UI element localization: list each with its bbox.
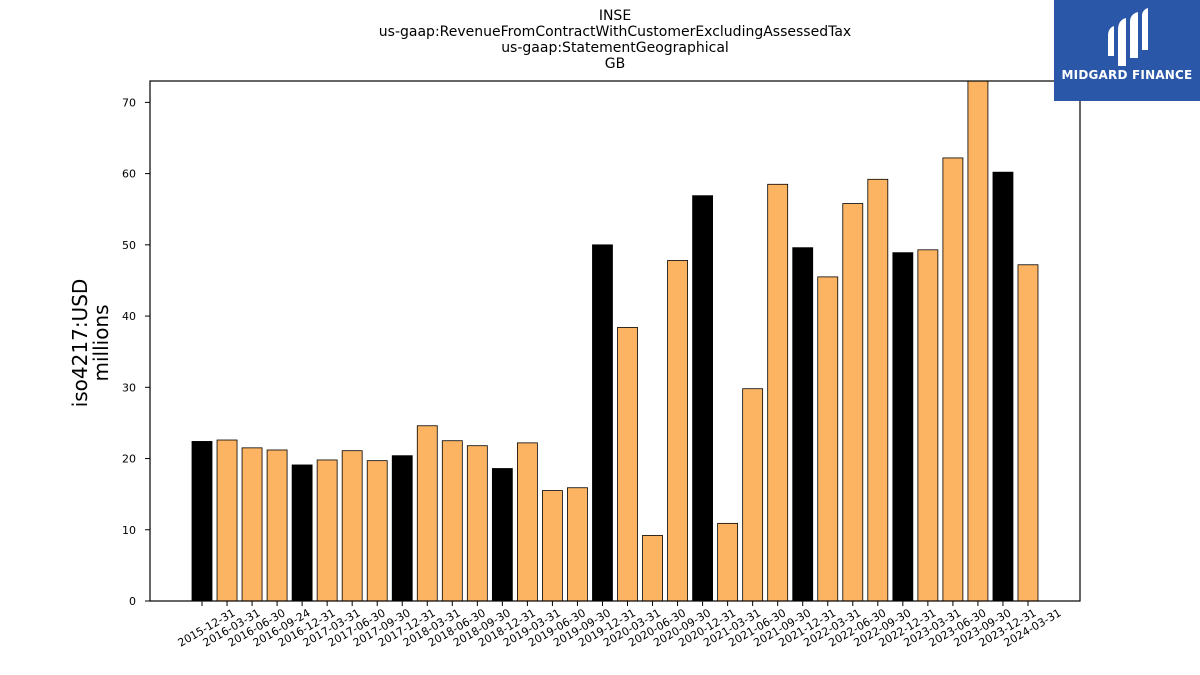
brand-logo: MIDGARD FINANCE <box>1054 0 1200 101</box>
bar-2022-09-30 <box>867 178 889 602</box>
x-axis: 2015-12-312016-03-312016-06-302016-09-24… <box>176 601 1063 650</box>
bar-2018-12-31 <box>491 468 513 602</box>
bar-2020-03-31 <box>617 327 638 602</box>
y-axis-label: iso4217:USD millions <box>68 279 113 408</box>
y-tick-label-20: 20 <box>122 453 136 466</box>
bar-2017-12-31 <box>391 455 413 602</box>
bar-2020-06-30 <box>642 535 663 602</box>
title-line-3: us-gaap:StatementGeographical <box>501 40 729 56</box>
title-line-4: GB <box>605 56 625 72</box>
y-tick-label-60: 60 <box>122 168 136 181</box>
bar-2021-12-31 <box>792 247 814 602</box>
title-line-2: us-gaap:RevenueFromContractWithCustomerE… <box>379 24 851 40</box>
bar-2016-12-31 <box>291 464 313 602</box>
y-tick-label-0: 0 <box>129 595 136 608</box>
bar-2019-09-30 <box>567 487 588 602</box>
y-tick-label-70: 70 <box>122 96 136 109</box>
title-line-1: INSE <box>599 8 631 24</box>
bar-2016-03-31 <box>216 439 238 602</box>
bar-2021-09-30 <box>767 183 789 602</box>
chart-title: INSE us-gaap:RevenueFromContractWithCust… <box>379 8 851 72</box>
bar-2023-09-30 <box>967 80 989 602</box>
bar-2021-06-30 <box>742 388 764 602</box>
y-axis-label-line-1: iso4217:USD <box>68 279 92 408</box>
bar-2015-12-31 <box>191 441 213 602</box>
bar-2018-09-30 <box>466 445 488 602</box>
bar-2017-03-31 <box>316 459 338 602</box>
y-tick-label-10: 10 <box>122 524 136 537</box>
bar-2023-06-30 <box>942 157 964 602</box>
bar-2024-03-31 <box>1017 264 1039 602</box>
y-tick-label-50: 50 <box>122 239 136 252</box>
bar-2017-09-30 <box>366 460 388 602</box>
bar-2022-12-31 <box>892 252 914 602</box>
y-tick-label-40: 40 <box>122 310 136 323</box>
bar-2022-06-30 <box>842 203 864 602</box>
y-tick-label-30: 30 <box>122 381 136 394</box>
brand-logo-text: MIDGARD FINANCE <box>1061 68 1193 82</box>
y-axis-label-line-2: millions <box>89 304 113 381</box>
bar-2023-12-31 <box>992 171 1014 602</box>
bar-2023-03-31 <box>917 249 939 602</box>
bar-2017-06-30 <box>341 450 363 602</box>
bar-2018-06-30 <box>441 440 463 602</box>
bar-2021-03-31 <box>717 522 739 602</box>
bar-2019-06-30 <box>542 490 563 602</box>
bar-2020-12-31 <box>692 195 713 602</box>
plot-frame <box>149 80 1081 602</box>
bar-2020-09-30 <box>667 260 688 602</box>
bar-2016-09-24 <box>266 449 288 602</box>
bar-2018-03-31 <box>416 425 438 602</box>
bar-2019-03-31 <box>516 442 538 602</box>
y-axis: 0 10 20 30 40 50 60 70 <box>122 96 150 608</box>
midgard-logo-icon <box>1108 8 1148 66</box>
bar-2022-03-31 <box>817 276 839 602</box>
bar-2019-12-31 <box>592 244 613 602</box>
bar-2016-06-30 <box>241 447 263 602</box>
bars <box>191 80 1039 602</box>
